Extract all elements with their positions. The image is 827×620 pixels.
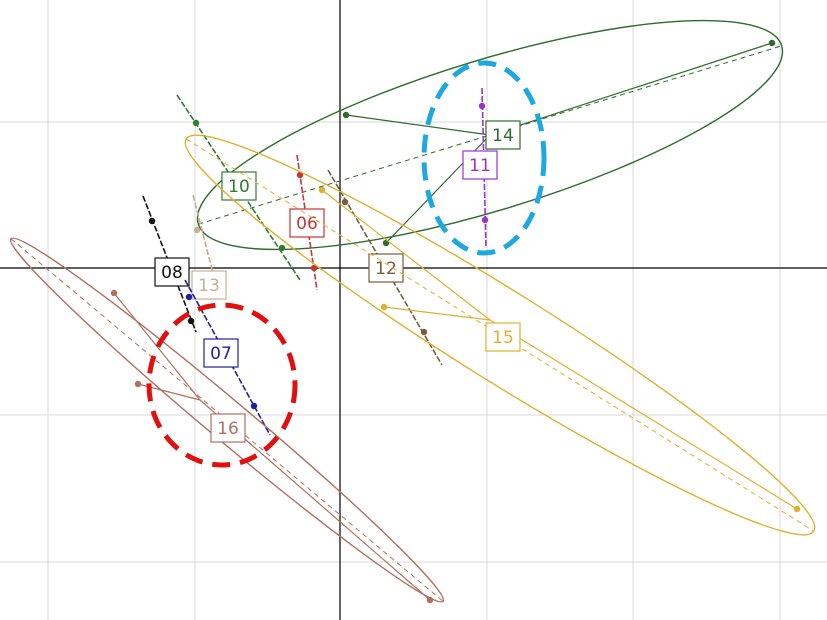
group: 08 [142, 195, 197, 333]
label-box [154, 257, 190, 287]
label-box [485, 322, 521, 352]
label-box [191, 270, 227, 300]
star-line [345, 114, 491, 136]
label-box [485, 120, 521, 150]
point [318, 186, 326, 194]
group-label: 06 [296, 214, 318, 234]
group-label: 16 [217, 419, 239, 439]
point [296, 171, 304, 179]
group: 13 [191, 194, 227, 300]
point [250, 402, 258, 410]
group: 16 [9, 237, 445, 604]
group: 15 [184, 134, 816, 536]
point [478, 102, 486, 110]
point [310, 264, 318, 272]
star-line [489, 319, 798, 510]
star-line [321, 189, 491, 321]
group: 10 [176, 94, 301, 281]
point [187, 317, 195, 325]
group-label: 10 [228, 177, 250, 197]
group: 11 [462, 87, 498, 249]
label-box [368, 253, 404, 283]
point [148, 217, 156, 225]
label-box [462, 150, 498, 180]
group: 14 [196, 19, 784, 251]
point [278, 244, 286, 252]
label-box [289, 208, 325, 238]
point [134, 380, 142, 388]
point [193, 226, 201, 234]
group-label: 15 [492, 328, 514, 348]
label-box [203, 338, 239, 368]
highlight-ellipse [146, 302, 298, 468]
group: 07 [184, 279, 271, 436]
group-label: 07 [210, 344, 232, 364]
point [481, 216, 489, 224]
group: 06 [289, 154, 325, 291]
star-line [383, 306, 491, 321]
point [192, 119, 200, 127]
star-line [113, 292, 201, 401]
point [341, 198, 349, 206]
ellipse-axis [198, 45, 782, 225]
group-label: 11 [469, 156, 491, 176]
highlight-ellipse [421, 60, 547, 256]
point [380, 303, 388, 311]
point [185, 293, 193, 301]
group-label: 12 [375, 259, 397, 279]
point [426, 596, 434, 604]
group-label: 13 [198, 276, 220, 296]
group-label: 14 [492, 126, 514, 146]
group-line [192, 194, 217, 286]
group-label: 08 [161, 263, 183, 283]
point [420, 328, 428, 336]
point [110, 289, 118, 297]
point [342, 111, 350, 119]
label-box [210, 413, 246, 443]
point [793, 505, 801, 513]
point [768, 39, 776, 47]
group: 12 [327, 169, 443, 366]
